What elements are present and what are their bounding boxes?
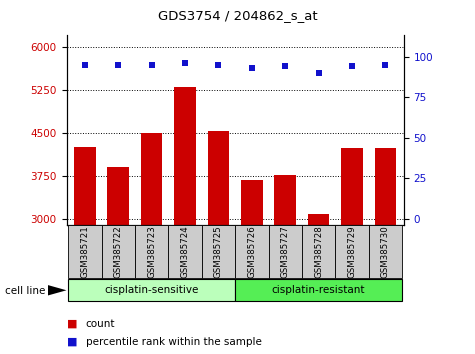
Point	[181, 60, 189, 66]
Bar	[302, 225, 335, 278]
Bar	[341, 148, 363, 354]
Bar	[68, 225, 102, 278]
Bar	[308, 214, 330, 354]
Point	[215, 62, 222, 68]
Bar	[235, 279, 402, 302]
Polygon shape	[48, 285, 66, 296]
Text: GSM385728: GSM385728	[314, 225, 323, 278]
Text: GSM385726: GSM385726	[247, 225, 257, 278]
Text: cisplatin-resistant: cisplatin-resistant	[272, 285, 365, 295]
Text: percentile rank within the sample: percentile rank within the sample	[86, 337, 261, 347]
Bar	[268, 225, 302, 278]
Point	[248, 65, 256, 71]
Point	[281, 63, 289, 69]
Bar	[168, 225, 202, 278]
Bar	[68, 279, 235, 302]
Bar	[174, 87, 196, 354]
Bar	[335, 225, 369, 278]
Text: GSM385727: GSM385727	[281, 225, 290, 278]
Text: ■: ■	[66, 319, 77, 329]
Text: GSM385725: GSM385725	[214, 225, 223, 278]
Text: cisplatin-sensitive: cisplatin-sensitive	[104, 285, 199, 295]
Text: GDS3754 / 204862_s_at: GDS3754 / 204862_s_at	[158, 9, 317, 22]
Text: GSM385721: GSM385721	[80, 225, 89, 278]
Point	[348, 63, 356, 69]
Point	[381, 62, 389, 68]
Bar	[374, 148, 396, 354]
Text: GSM385722: GSM385722	[114, 225, 123, 278]
Text: ■: ■	[66, 337, 77, 347]
Point	[148, 62, 155, 68]
Bar	[369, 225, 402, 278]
Bar	[275, 176, 296, 354]
Bar	[141, 133, 162, 354]
Bar	[235, 225, 268, 278]
Bar	[107, 167, 129, 354]
Text: GSM385730: GSM385730	[381, 225, 390, 278]
Text: count: count	[86, 319, 115, 329]
Text: GSM385724: GSM385724	[180, 225, 190, 278]
Bar	[74, 147, 96, 354]
Bar	[202, 225, 235, 278]
Text: GSM385723: GSM385723	[147, 225, 156, 278]
Text: cell line: cell line	[5, 286, 45, 296]
Bar	[208, 131, 229, 354]
Point	[114, 62, 122, 68]
Point	[315, 70, 323, 76]
Bar	[135, 225, 168, 278]
Bar	[102, 225, 135, 278]
Point	[81, 62, 89, 68]
Bar	[241, 180, 263, 354]
Text: GSM385729: GSM385729	[348, 225, 357, 278]
